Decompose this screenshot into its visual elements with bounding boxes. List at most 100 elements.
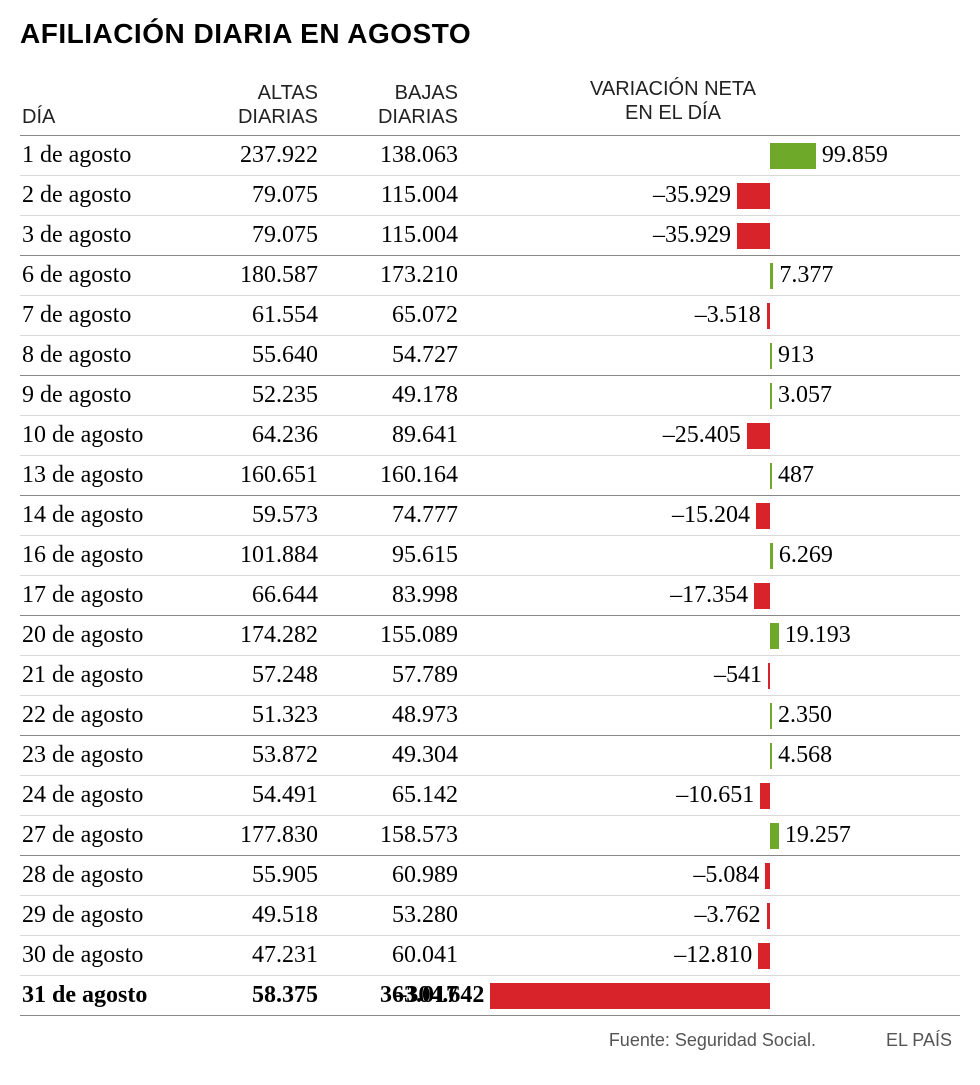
cell-bajas: 160.164 bbox=[330, 462, 470, 489]
cell-bajas: 54.727 bbox=[330, 342, 470, 369]
table-row: 20 de agosto174.282155.08919.193 bbox=[20, 616, 960, 656]
bar bbox=[768, 663, 770, 689]
cell-variacion: 2.350 bbox=[470, 696, 960, 735]
cell-variacion: 6.269 bbox=[470, 536, 960, 575]
data-table: DÍA ALTASDIARIAS BAJASDIARIAS VARIACIÓN … bbox=[20, 72, 960, 1016]
cell-altas: 61.554 bbox=[190, 302, 330, 329]
cell-bajas: 65.072 bbox=[330, 302, 470, 329]
cell-variacion: –35.929 bbox=[470, 176, 960, 215]
cell-bajas: 115.004 bbox=[330, 222, 470, 249]
cell-altas: 160.651 bbox=[190, 462, 330, 489]
bar bbox=[770, 703, 772, 729]
cell-bajas: 138.063 bbox=[330, 142, 470, 169]
cell-altas: 237.922 bbox=[190, 142, 330, 169]
cell-altas: 47.231 bbox=[190, 942, 330, 969]
bar bbox=[770, 743, 772, 769]
bar bbox=[770, 343, 772, 369]
cell-bajas: 65.142 bbox=[330, 782, 470, 809]
table-row: 14 de agosto59.57374.777–15.204 bbox=[20, 496, 960, 536]
table-row: 6 de agosto180.587173.2107.377 bbox=[20, 256, 960, 296]
cell-variacion: 99.859 bbox=[470, 136, 960, 175]
cell-dia: 27 de agosto bbox=[20, 822, 190, 849]
cell-altas: 59.573 bbox=[190, 502, 330, 529]
cell-variacion: 3.057 bbox=[470, 376, 960, 415]
table-row: 10 de agosto64.23689.641–25.405 bbox=[20, 416, 960, 456]
cell-dia: 23 de agosto bbox=[20, 742, 190, 769]
cell-variacion: –17.354 bbox=[470, 576, 960, 615]
cell-altas: 177.830 bbox=[190, 822, 330, 849]
chart-title: AFILIACIÓN DIARIA EN AGOSTO bbox=[20, 18, 960, 50]
chart-container: AFILIACIÓN DIARIA EN AGOSTO DÍA ALTASDIA… bbox=[0, 0, 980, 1067]
source-label: Fuente: Seguridad Social. bbox=[609, 1030, 816, 1051]
cell-dia: 7 de agosto bbox=[20, 302, 190, 329]
bar-label: –25.405 bbox=[663, 422, 741, 449]
bar-label: –12.810 bbox=[674, 942, 752, 969]
bar bbox=[770, 463, 772, 489]
cell-variacion: –304.642 bbox=[470, 976, 960, 1015]
cell-variacion: –5.084 bbox=[470, 856, 960, 895]
cell-bajas: 173.210 bbox=[330, 262, 470, 289]
bar bbox=[760, 783, 770, 809]
cell-bajas: 155.089 bbox=[330, 622, 470, 649]
cell-altas: 51.323 bbox=[190, 702, 330, 729]
cell-altas: 101.884 bbox=[190, 542, 330, 569]
cell-bajas: 49.178 bbox=[330, 382, 470, 409]
bar bbox=[754, 583, 770, 609]
bar bbox=[770, 543, 773, 569]
table-row: 30 de agosto47.23160.041 –12.810 bbox=[20, 936, 960, 976]
cell-variacion: –12.810 bbox=[470, 936, 960, 975]
bar bbox=[490, 983, 770, 1009]
cell-altas: 79.075 bbox=[190, 182, 330, 209]
bar-label: –10.651 bbox=[676, 782, 754, 809]
bar-label: –541 bbox=[714, 662, 762, 689]
bar bbox=[770, 823, 779, 849]
cell-dia: 30 de agosto bbox=[20, 942, 190, 969]
table-row: 3 de agosto79.075115.004–35.929 bbox=[20, 216, 960, 256]
cell-altas: 66.644 bbox=[190, 582, 330, 609]
table-row: 21 de agosto57.24857.789–541 bbox=[20, 656, 960, 696]
bar-label: –35.929 bbox=[653, 182, 731, 209]
cell-bajas: 89.641 bbox=[330, 422, 470, 449]
table-row: 22 de agosto51.32348.9732.350 bbox=[20, 696, 960, 736]
cell-bajas: 158.573 bbox=[330, 822, 470, 849]
cell-altas: 64.236 bbox=[190, 422, 330, 449]
col-header-altas: ALTASDIARIAS bbox=[190, 81, 330, 129]
cell-bajas: 60.041 bbox=[330, 942, 470, 969]
col-header-variacion: VARIACIÓN NETAEN EL DÍA bbox=[470, 72, 960, 129]
cell-variacion: –541 bbox=[470, 656, 960, 695]
cell-altas: 49.518 bbox=[190, 902, 330, 929]
cell-altas: 58.375 bbox=[190, 982, 330, 1009]
cell-variacion: 19.257 bbox=[470, 816, 960, 855]
bar bbox=[758, 943, 770, 969]
cell-altas: 55.640 bbox=[190, 342, 330, 369]
bar bbox=[756, 503, 770, 529]
bar-label: 99.859 bbox=[822, 142, 888, 169]
chart-footer: Fuente: Seguridad Social. EL PAÍS bbox=[20, 1016, 960, 1055]
cell-variacion: 913 bbox=[470, 336, 960, 375]
cell-variacion: 19.193 bbox=[470, 616, 960, 655]
bar bbox=[747, 423, 770, 449]
table-row: 1 de agosto237.922138.06399.859 bbox=[20, 136, 960, 176]
table-row: 31 de agosto58.375363.017–304.642 bbox=[20, 976, 960, 1016]
bar-label: –3.762 bbox=[695, 902, 761, 929]
bar-label: 913 bbox=[778, 342, 814, 369]
bar-label: –17.354 bbox=[670, 582, 748, 609]
bar-label: 7.377 bbox=[779, 262, 833, 289]
bar bbox=[770, 383, 772, 409]
cell-variacion: –25.405 bbox=[470, 416, 960, 455]
cell-dia: 16 de agosto bbox=[20, 542, 190, 569]
cell-bajas: 53.280 bbox=[330, 902, 470, 929]
bar-label: 19.257 bbox=[785, 822, 851, 849]
cell-variacion: 487 bbox=[470, 456, 960, 495]
bar bbox=[737, 183, 770, 209]
bar bbox=[770, 263, 773, 289]
bar-label: –5.084 bbox=[693, 862, 759, 889]
cell-dia: 24 de agosto bbox=[20, 782, 190, 809]
cell-dia: 22 de agosto bbox=[20, 702, 190, 729]
bar bbox=[737, 223, 770, 249]
cell-bajas: 115.004 bbox=[330, 182, 470, 209]
col-header-bajas: BAJASDIARIAS bbox=[330, 81, 470, 129]
cell-variacion: –10.651 bbox=[470, 776, 960, 815]
table-header: DÍA ALTASDIARIAS BAJASDIARIAS VARIACIÓN … bbox=[20, 72, 960, 136]
cell-dia: 8 de agosto bbox=[20, 342, 190, 369]
